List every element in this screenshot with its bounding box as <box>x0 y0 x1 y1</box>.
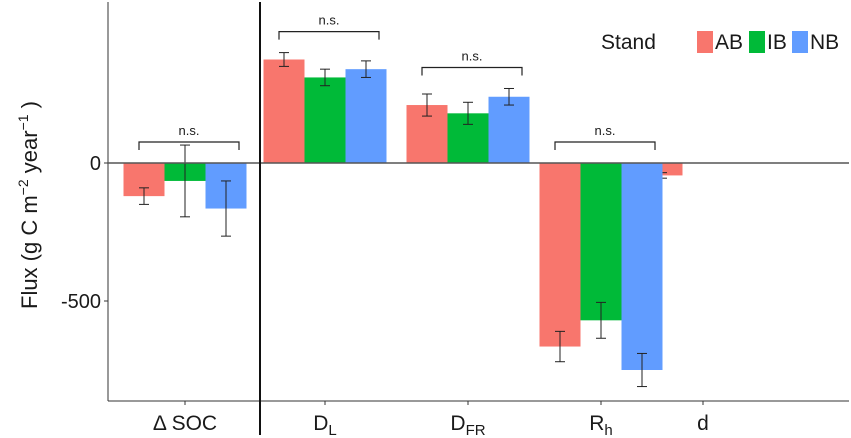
bars-layer <box>123 52 683 388</box>
axis-layer: 0 -500 Δ SOC DL DFR Rh d <box>61 2 849 438</box>
significance-label-d-l: n.s. <box>319 13 340 28</box>
legend-label-nb: NB <box>810 31 839 54</box>
significance-bracket-d-l <box>278 31 380 40</box>
legend-label-ab: AB <box>715 31 743 54</box>
significance-label-delta-soc: n.s. <box>179 123 200 138</box>
y-axis-label-mid: year <box>17 130 42 179</box>
annotation-layer: n.s. n.s. n.s. n.s. <box>138 13 656 150</box>
y-axis-label-suffix: ) <box>17 101 42 114</box>
bar-nb-r-h <box>621 163 663 370</box>
y-tick-label: 0 <box>90 153 101 175</box>
y-axis-label-exp2: −1 <box>15 114 31 130</box>
significance-label-r-h: n.s. <box>595 123 616 138</box>
y-axis-label-exp1: −2 <box>15 179 31 195</box>
x-tick-label-r-h: Rh <box>589 412 613 438</box>
significance-bracket-d-fr <box>421 66 523 76</box>
bar-nb-d-l <box>345 69 387 163</box>
legend-label-ib: IB <box>767 31 787 54</box>
x-tick-label-d: d <box>697 412 709 435</box>
significance-bracket-r-h <box>554 141 656 150</box>
significance-bracket-delta-soc <box>138 141 240 150</box>
bar-ib-d-l <box>304 77 346 163</box>
significance-label-d-fr: n.s. <box>462 48 483 63</box>
y-tick-label: -500 <box>61 291 101 313</box>
y-axis-label-prefix: Flux (g C m <box>17 195 42 309</box>
legend-swatch-ab <box>697 31 713 53</box>
bar-ab-r-h <box>539 163 581 347</box>
bar-nb-d-fr <box>488 96 530 163</box>
legend-title: Stand <box>601 31 656 54</box>
legend-swatch-ib <box>749 31 765 53</box>
bar-ib-r-h <box>580 163 622 321</box>
legend: Stand AB IB NB <box>601 31 839 54</box>
x-tick-label-delta-soc: Δ SOC <box>153 412 217 435</box>
legend-swatch-nb <box>792 31 808 53</box>
y-axis-label: Flux (g C m−2 year−1 ) <box>15 101 42 309</box>
bar-ab-d-l <box>263 59 305 163</box>
x-tick-label-d-fr: DFR <box>450 412 485 438</box>
x-tick-label-d-l: DL <box>313 412 337 438</box>
